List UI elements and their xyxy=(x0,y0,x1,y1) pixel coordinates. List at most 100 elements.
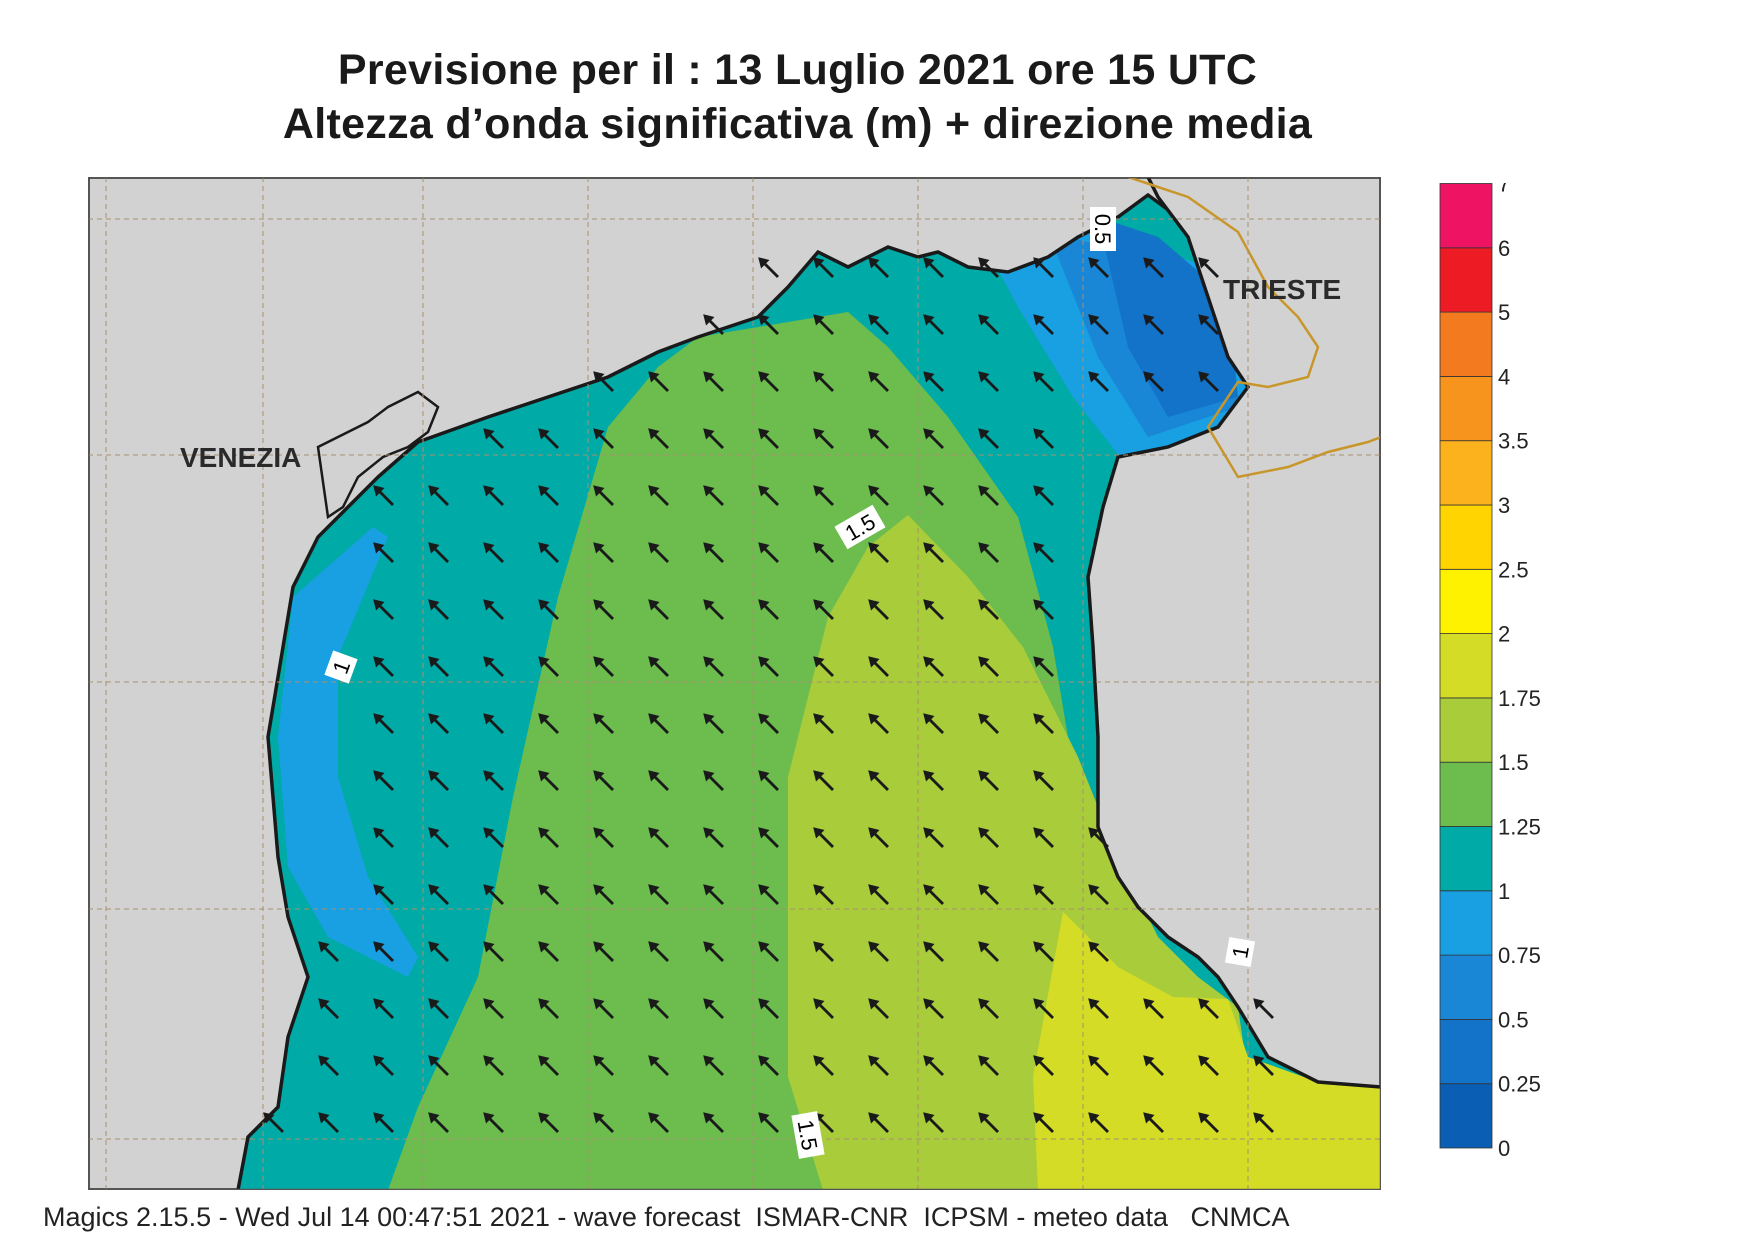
city-label-venezia: VENEZIA xyxy=(180,442,301,473)
legend-swatch xyxy=(1439,311,1493,377)
direction-arrow xyxy=(758,1112,779,1133)
direction-arrow xyxy=(758,599,779,620)
direction-arrow xyxy=(483,827,504,848)
legend-swatch xyxy=(1439,826,1493,892)
direction-arrow xyxy=(428,884,449,905)
wave-height-map[interactable]: 0.5 1.5 1 1.5 1 VENEZIA TRIESTE xyxy=(88,177,1381,1190)
legend-tick-label: 3 xyxy=(1498,493,1510,518)
direction-arrow xyxy=(373,485,394,506)
direction-arrow xyxy=(373,941,394,962)
direction-arrow xyxy=(593,485,614,506)
direction-arrow xyxy=(1088,998,1109,1019)
direction-arrow xyxy=(868,827,889,848)
direction-arrow xyxy=(813,428,834,449)
direction-arrow xyxy=(868,941,889,962)
direction-arrow xyxy=(1033,314,1054,335)
direction-arrow xyxy=(648,941,669,962)
direction-arrow xyxy=(428,485,449,506)
direction-arrow xyxy=(373,542,394,563)
direction-arrow xyxy=(978,542,999,563)
sea-band-1.75-2 xyxy=(1033,912,1381,1190)
direction-arrow xyxy=(1143,371,1164,392)
direction-arrow xyxy=(1088,827,1109,848)
direction-arrow xyxy=(703,599,724,620)
direction-arrow xyxy=(593,1055,614,1076)
contour-label: 1 xyxy=(324,650,358,684)
direction-arrow xyxy=(868,599,889,620)
legend-swatch xyxy=(1439,440,1493,506)
graticule xyxy=(88,177,1381,1190)
direction-arrow xyxy=(428,998,449,1019)
direction-arrow xyxy=(923,428,944,449)
direction-arrow xyxy=(703,656,724,677)
svg-text:0.5: 0.5 xyxy=(1090,214,1115,245)
direction-arrow xyxy=(703,428,724,449)
direction-arrow xyxy=(868,713,889,734)
direction-arrow xyxy=(428,599,449,620)
direction-arrow xyxy=(868,998,889,1019)
direction-arrow xyxy=(923,485,944,506)
direction-arrow xyxy=(813,257,834,278)
direction-arrow xyxy=(1198,998,1219,1019)
direction-arrow xyxy=(978,314,999,335)
direction-arrow xyxy=(1253,1055,1274,1076)
direction-arrow xyxy=(978,428,999,449)
direction-arrow xyxy=(648,713,669,734)
city-label-trieste: TRIESTE xyxy=(1223,274,1341,305)
direction-arrow xyxy=(758,257,779,278)
direction-arrow xyxy=(593,827,614,848)
wave-direction-arrows xyxy=(263,257,1274,1133)
direction-arrow xyxy=(703,884,724,905)
legend-swatch xyxy=(1439,697,1493,763)
direction-arrow xyxy=(978,257,999,278)
direction-arrow xyxy=(868,884,889,905)
direction-arrow xyxy=(373,713,394,734)
direction-arrow xyxy=(703,1055,724,1076)
direction-arrow xyxy=(373,884,394,905)
legend-tick-label: 1 xyxy=(1498,879,1510,904)
legend-tick-label: 0.75 xyxy=(1498,943,1541,968)
direction-arrow xyxy=(923,371,944,392)
legend-tick-label: 6 xyxy=(1498,236,1510,261)
direction-arrow xyxy=(1198,314,1219,335)
direction-arrow xyxy=(428,941,449,962)
direction-arrow xyxy=(923,1055,944,1076)
direction-arrow xyxy=(483,542,504,563)
direction-arrow xyxy=(1033,428,1054,449)
direction-arrow xyxy=(593,371,614,392)
direction-arrow xyxy=(758,770,779,791)
direction-arrow xyxy=(1143,998,1164,1019)
direction-arrow xyxy=(373,1055,394,1076)
direction-arrow xyxy=(483,1112,504,1133)
map-frame xyxy=(88,177,1381,1190)
direction-arrow xyxy=(758,884,779,905)
direction-arrow xyxy=(813,941,834,962)
direction-arrow xyxy=(868,542,889,563)
land-east xyxy=(1086,177,1381,1089)
direction-arrow xyxy=(978,485,999,506)
direction-arrow xyxy=(1198,1055,1219,1076)
legend-swatch xyxy=(1439,954,1493,1020)
direction-arrow xyxy=(538,998,559,1019)
direction-arrow xyxy=(1143,1055,1164,1076)
direction-arrow xyxy=(1033,656,1054,677)
direction-arrow xyxy=(1088,1112,1109,1133)
direction-arrow xyxy=(1198,371,1219,392)
direction-arrow xyxy=(593,599,614,620)
direction-arrow xyxy=(923,314,944,335)
direction-arrow xyxy=(868,770,889,791)
direction-arrow xyxy=(648,1112,669,1133)
direction-arrow xyxy=(648,1055,669,1076)
direction-arrow xyxy=(703,770,724,791)
contour-label: 1 xyxy=(1224,936,1256,968)
direction-arrow xyxy=(868,428,889,449)
direction-arrow xyxy=(538,884,559,905)
direction-arrow xyxy=(648,599,669,620)
direction-arrow xyxy=(538,941,559,962)
legend-swatch xyxy=(1439,761,1493,827)
legend-tick-label: 2 xyxy=(1498,622,1510,647)
direction-arrow xyxy=(923,599,944,620)
direction-arrow xyxy=(428,770,449,791)
direction-arrow xyxy=(813,371,834,392)
direction-arrow xyxy=(703,827,724,848)
